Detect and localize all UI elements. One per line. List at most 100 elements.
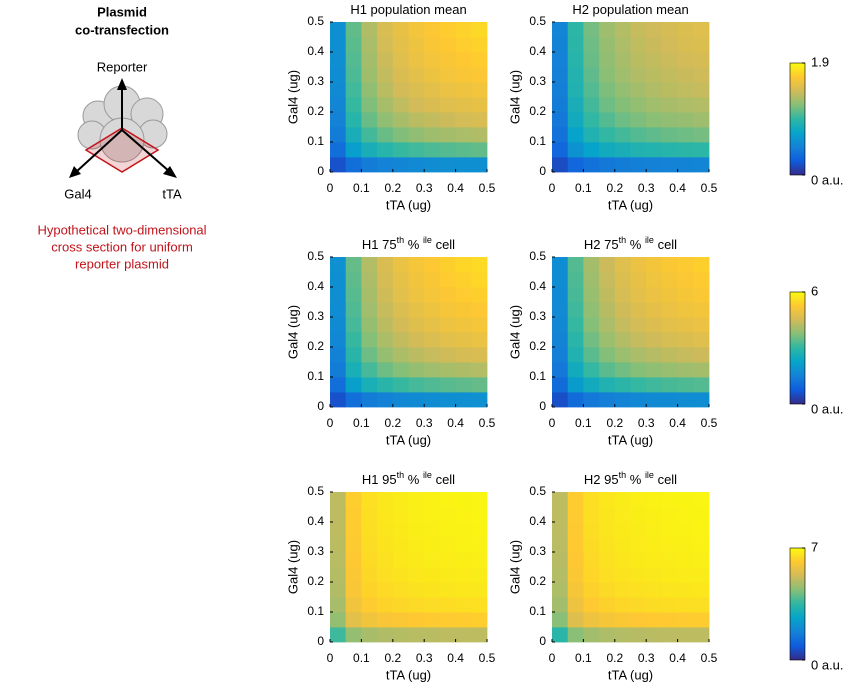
heatmap-cell [393, 597, 409, 612]
heatmap-cell [552, 112, 568, 127]
title-part: th [397, 235, 405, 245]
heatmap-cell [615, 392, 631, 407]
heatmap-cell [393, 112, 409, 127]
heatmap-cell [424, 97, 440, 112]
heatmap-cell [693, 142, 709, 157]
heatmap-cell [631, 287, 647, 302]
heatmap-cell [693, 127, 709, 142]
heatmap-cell [346, 67, 362, 82]
heatmap-cell [361, 347, 377, 362]
heatmap-cell [471, 332, 487, 347]
heatmap-cell [568, 97, 584, 112]
heatmap-cell [646, 392, 662, 407]
heatmap-cell [678, 272, 694, 287]
x-tick-label: 0 [327, 651, 334, 665]
heatmap-cell [583, 52, 599, 67]
heatmap-cell [583, 22, 599, 37]
title-part: th [619, 235, 627, 245]
heatmap-cell [693, 67, 709, 82]
heatmap-cell [377, 332, 393, 347]
heatmap-cell [662, 507, 678, 522]
heatmap-cell [568, 317, 584, 332]
heatmap-cell [552, 582, 568, 597]
heatmap-cell [471, 492, 487, 507]
heatmap-cell [393, 627, 409, 642]
heatmap-cell [583, 257, 599, 272]
heatmap-cell [599, 142, 615, 157]
heatmap-cell [599, 582, 615, 597]
heatmap-cell [456, 157, 472, 172]
heatmap-cell [424, 392, 440, 407]
heatmap-cell [662, 302, 678, 317]
title-part: H1 75 [362, 237, 397, 252]
heatmap-cell [409, 597, 425, 612]
heatmap-cell [424, 597, 440, 612]
heatmap-cell [471, 582, 487, 597]
heatmap-cell [631, 377, 647, 392]
heatmap-cell [646, 37, 662, 52]
heatmap-cell [662, 52, 678, 67]
heatmap-cell [456, 142, 472, 157]
heatmap-cell [693, 597, 709, 612]
heatmap-cell [631, 257, 647, 272]
y-tick-label: 0 [539, 399, 546, 413]
heatmap-cell [693, 37, 709, 52]
heatmap-cell [393, 552, 409, 567]
heatmap-cell [599, 317, 615, 332]
heatmap-cell [615, 522, 631, 537]
heatmap-cell [440, 97, 456, 112]
title-part: H2 population mean [572, 2, 688, 17]
heatmap-cell [393, 37, 409, 52]
schematic: Plasmid co-transfection Reporter Gal4 tT… [37, 4, 206, 271]
heatmap-cell [615, 612, 631, 627]
heatmap-cell [583, 567, 599, 582]
y-tick-label: 0.4 [529, 44, 546, 58]
heatmap-cell [361, 272, 377, 287]
heatmap-cell [615, 37, 631, 52]
heatmap-cell [471, 317, 487, 332]
x-axis-label: tTA (ug) [386, 197, 431, 212]
heatmap-cell [377, 362, 393, 377]
heatmap-cell [631, 347, 647, 362]
heatmap-cell [377, 82, 393, 97]
x-tick-label: 0.1 [575, 181, 592, 195]
heatmap-cell [678, 97, 694, 112]
heatmap-cell [583, 362, 599, 377]
heatmap-cell [440, 52, 456, 67]
heatmap: 00.10.20.30.40.500.10.20.30.40.5tTA (ug)… [285, 470, 495, 682]
heatmap-cell [440, 627, 456, 642]
heatmap-cell [456, 392, 472, 407]
heatmap-cell [346, 537, 362, 552]
title-part: cell [432, 237, 455, 252]
heatmap-cell [330, 257, 346, 272]
heatmap-cell [377, 567, 393, 582]
y-tick-label: 0.1 [307, 369, 324, 383]
heatmap-cell [662, 347, 678, 362]
y-tick-label: 0 [317, 634, 324, 648]
heatmap-cell [646, 537, 662, 552]
heatmap-cell [568, 362, 584, 377]
x-tick-label: 0.3 [638, 416, 655, 430]
heatmap-cell [599, 112, 615, 127]
heatmap-cell [631, 97, 647, 112]
heatmap-cell [456, 82, 472, 97]
heatmap-cell [615, 582, 631, 597]
heatmap-cell [552, 317, 568, 332]
heatmap-cell [568, 522, 584, 537]
heatmap-cell [615, 567, 631, 582]
heatmap-cell [456, 67, 472, 82]
heatmap-cell [361, 82, 377, 97]
heatmap-cell [646, 347, 662, 362]
schematic-title: co-transfection [75, 22, 169, 37]
y-tick-label: 0.1 [307, 604, 324, 618]
heatmap-cell [471, 612, 487, 627]
heatmap-cell [471, 567, 487, 582]
heatmap-cell [552, 37, 568, 52]
x-tick-label: 0 [549, 181, 556, 195]
heatmap-cell [424, 37, 440, 52]
heatmap-cell [583, 112, 599, 127]
heatmap-cell [552, 537, 568, 552]
heatmap-cell [424, 272, 440, 287]
heatmap-cell [678, 492, 694, 507]
heatmap-cell [662, 112, 678, 127]
